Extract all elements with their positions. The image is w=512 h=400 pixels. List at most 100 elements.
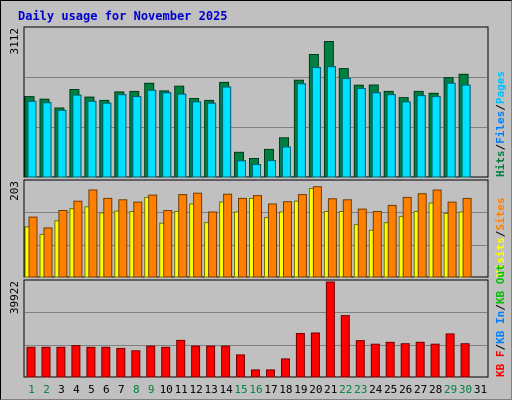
bar	[325, 281, 335, 378]
bar	[387, 204, 397, 278]
legend-entry: Visits	[494, 237, 507, 277]
bar	[447, 201, 457, 278]
bar	[296, 83, 306, 178]
series-sites	[28, 186, 472, 278]
bar	[415, 341, 425, 378]
bar	[133, 201, 143, 278]
bar	[193, 192, 203, 278]
x-tick-label: 17	[264, 383, 277, 396]
x-tick-label: 11	[175, 383, 188, 396]
legend-entry: /	[494, 230, 507, 237]
x-tick-label: 12	[189, 383, 202, 396]
x-tick-label: 27	[414, 383, 427, 396]
x-tick-label: 16	[249, 383, 262, 396]
x-tick-label: 18	[279, 383, 292, 396]
bar	[206, 345, 216, 378]
bar	[72, 94, 82, 178]
bar	[192, 101, 202, 178]
x-tick-label: 10	[160, 383, 173, 396]
bar	[461, 84, 471, 178]
bar	[163, 210, 173, 278]
x-tick-label: 31	[474, 383, 487, 396]
x-tick-label: 26	[399, 383, 412, 396]
bar	[237, 160, 246, 178]
bar	[57, 109, 67, 178]
bar	[460, 343, 470, 378]
bar	[26, 346, 36, 378]
bar	[310, 332, 320, 378]
x-tick-label: 13	[204, 383, 217, 396]
panel-legend: Visits/Sites	[494, 198, 507, 278]
series-kb-f	[26, 281, 470, 378]
x-axis-labels: 1 2 3 4 5 6 7 8 9 10 11 12 13 14 15 16 17 18 19 20 21 22 23 24 2…	[28, 383, 487, 396]
x-tick-label: 19	[294, 383, 307, 396]
bar	[178, 194, 188, 278]
bar	[371, 92, 381, 178]
bar	[446, 82, 456, 178]
bar	[430, 343, 440, 378]
bar	[207, 102, 217, 178]
bar	[252, 164, 261, 178]
x-tick-label: 30	[459, 383, 472, 396]
bar	[281, 358, 290, 378]
chart-title: Daily usage for November 2025	[18, 9, 228, 23]
bar	[103, 197, 113, 278]
bar	[221, 345, 231, 378]
bar	[342, 199, 352, 278]
x-tick-label: 9	[148, 383, 155, 396]
bar	[71, 345, 81, 378]
bar	[431, 96, 441, 178]
x-tick-label: 23	[354, 383, 367, 396]
bar	[176, 339, 186, 378]
bar	[462, 197, 472, 278]
legend-entry: Sites	[494, 198, 507, 231]
x-tick-label: 24	[369, 383, 383, 396]
bar	[117, 94, 127, 178]
legend-entry: Files	[494, 111, 507, 144]
bar	[268, 203, 277, 278]
bar	[267, 160, 276, 178]
bar	[42, 102, 52, 178]
x-tick-label: 22	[339, 383, 352, 396]
bar	[116, 347, 126, 378]
legend-entry: Pages	[494, 71, 507, 104]
bar	[356, 88, 366, 178]
bar	[357, 208, 367, 278]
bar	[28, 216, 38, 278]
bar	[341, 78, 351, 178]
bar	[146, 345, 156, 378]
bar	[402, 196, 412, 278]
bar	[236, 354, 245, 378]
x-tick-label: 4	[73, 383, 80, 396]
x-tick-label: 15	[234, 383, 247, 396]
x-tick-label: 21	[324, 383, 337, 396]
series-pages	[27, 66, 471, 178]
bar	[266, 369, 275, 378]
bar	[327, 198, 337, 278]
y-max-label: 203	[8, 181, 21, 201]
panel-legend: KB F/KB In/KB Out	[494, 264, 507, 377]
bar	[400, 343, 410, 378]
bar	[73, 200, 83, 278]
bar	[131, 350, 141, 378]
bar	[251, 369, 260, 378]
bar	[370, 343, 380, 378]
x-tick-label: 28	[429, 383, 442, 396]
bar	[326, 66, 336, 178]
bar	[177, 93, 187, 178]
bar	[161, 346, 171, 378]
bar	[56, 346, 66, 378]
bar	[253, 195, 262, 278]
bar	[58, 210, 68, 278]
bar	[208, 211, 218, 278]
legend-entry: KB In	[494, 311, 507, 344]
bar	[295, 333, 305, 378]
bar	[386, 94, 396, 178]
bar	[312, 186, 322, 278]
x-tick-label: 3	[58, 383, 65, 396]
bar	[43, 227, 53, 278]
chart-panels: 3112Hits/Files/Pages203Visits/Sites39922…	[8, 26, 507, 378]
bar	[86, 346, 96, 378]
